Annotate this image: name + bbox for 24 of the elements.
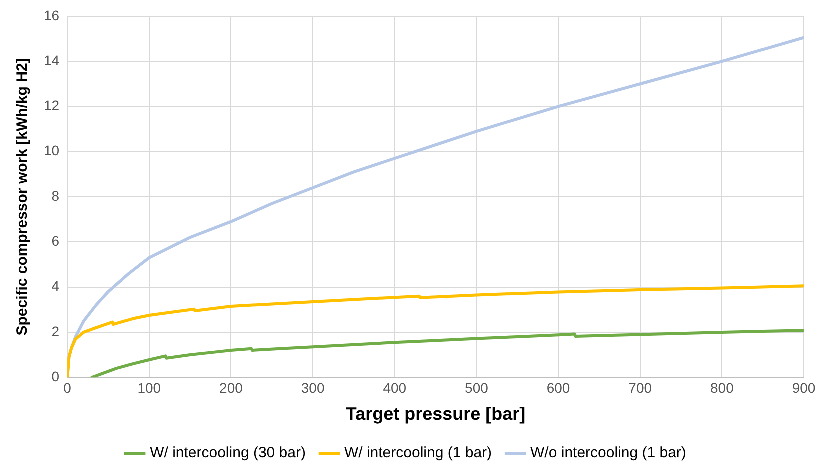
legend-label: W/ intercooling (1 bar) [344, 444, 492, 462]
legend-label: W/o intercooling (1 bar) [530, 444, 686, 462]
y-tick-label: 2 [52, 323, 60, 340]
y-tick-label: 10 [44, 142, 60, 159]
y-tick-label: 4 [52, 278, 60, 294]
legend-label: W/ intercooling (30 bar) [150, 444, 306, 462]
x-tick-label: 500 [465, 380, 489, 396]
y-tick-label: 6 [52, 233, 60, 250]
x-tick-label: 900 [792, 380, 816, 396]
y-tick-label: 12 [44, 98, 60, 114]
x-tick-label: 200 [220, 380, 244, 396]
y-tick-label: 14 [44, 52, 60, 68]
x-tick-label: 800 [710, 380, 734, 396]
y-tick-label: 8 [52, 188, 60, 204]
x-tick-label: 600 [546, 380, 570, 396]
x-tick-label: 700 [628, 380, 652, 396]
y-tick-label: 16 [44, 7, 60, 24]
y-tick-label: 0 [52, 368, 60, 384]
x-tick-label: 100 [138, 380, 162, 396]
x-tick-label: 400 [383, 380, 407, 396]
x-tick-label: 300 [301, 380, 325, 396]
x-tick-label: 0 [64, 380, 72, 396]
y-axis-title: Specific compressor work [kWh/kg H2] [14, 58, 32, 336]
x-axis-title: Target pressure [bar] [346, 404, 526, 424]
